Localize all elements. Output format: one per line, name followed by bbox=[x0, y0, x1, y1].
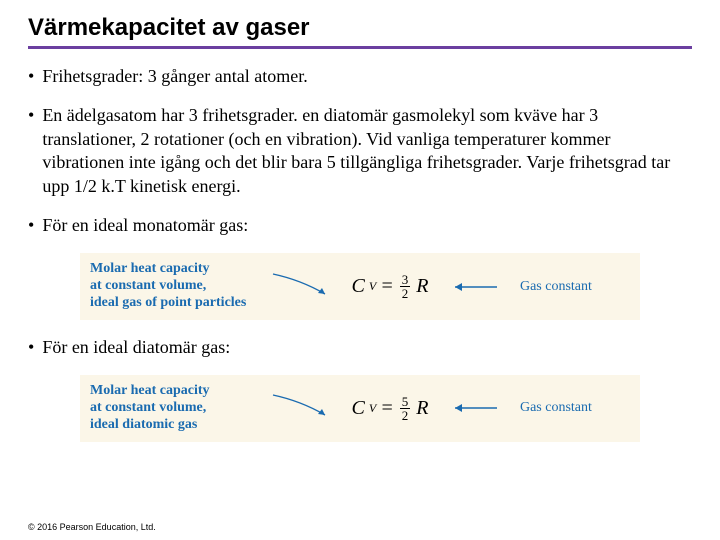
copyright-footer: © 2016 Pearson Education, Ltd. bbox=[28, 522, 156, 532]
caption-line: ideal gas of point particles bbox=[90, 295, 250, 312]
arrow-left-icon bbox=[271, 393, 331, 423]
frac-den: 2 bbox=[400, 287, 411, 300]
bullet-dot-icon: • bbox=[28, 336, 34, 359]
bullet-2: • En ädelgasatom har 3 frihetsgrader. en… bbox=[28, 104, 692, 198]
bullet-3: • För en ideal monatomär gas: bbox=[28, 214, 692, 237]
frac-num: 5 bbox=[400, 395, 411, 409]
formula-fraction: 32 bbox=[400, 273, 411, 300]
bullet-dot-icon: • bbox=[28, 65, 34, 88]
formula-monatomic: CV = 32 R bbox=[352, 273, 429, 300]
bullet-4: • För en ideal diatomär gas: bbox=[28, 336, 692, 359]
caption-left-1: Molar heat capacity at constant volume, … bbox=[90, 261, 250, 311]
caption-left-2: Molar heat capacity at constant volume, … bbox=[90, 383, 250, 433]
frac-num: 3 bbox=[400, 273, 411, 287]
frac-den: 2 bbox=[400, 409, 411, 422]
formula-r: R bbox=[416, 275, 428, 298]
formula-eq: = bbox=[380, 275, 394, 298]
formula-diagram-diatomic: Molar heat capacity at constant volume, … bbox=[80, 375, 640, 441]
bullet-dot-icon: • bbox=[28, 214, 34, 237]
bullet-1-text: Frihetsgrader: 3 gånger antal atomer. bbox=[42, 65, 307, 88]
caption-line: Molar heat capacity bbox=[90, 261, 250, 278]
formula-fraction: 52 bbox=[400, 395, 411, 422]
arrow-right-icon bbox=[449, 398, 499, 418]
bullet-1: • Frihetsgrader: 3 gånger antal atomer. bbox=[28, 65, 692, 88]
formula-diatomic: CV = 52 R bbox=[352, 395, 429, 422]
formula-eq: = bbox=[380, 397, 394, 420]
bullet-4-text: För en ideal diatomär gas: bbox=[42, 336, 230, 359]
arrow-left-icon bbox=[271, 272, 331, 302]
caption-right-2: Gas constant bbox=[520, 400, 630, 416]
formula-sub: V bbox=[369, 279, 376, 294]
formula-c: C bbox=[352, 397, 365, 420]
bullet-2-text: En ädelgasatom har 3 frihetsgrader. en d… bbox=[42, 104, 692, 198]
formula-r: R bbox=[416, 397, 428, 420]
caption-line: at constant volume, bbox=[90, 278, 250, 295]
bullet-dot-icon: • bbox=[28, 104, 34, 198]
arrow-right-icon bbox=[449, 277, 499, 297]
caption-line: Molar heat capacity bbox=[90, 383, 250, 400]
formula-diagram-monatomic: Molar heat capacity at constant volume, … bbox=[80, 253, 640, 319]
caption-line: at constant volume, bbox=[90, 400, 250, 417]
formula-sub: V bbox=[369, 401, 376, 416]
formula-c: C bbox=[352, 275, 365, 298]
slide-title: Värmekapacitet av gaser bbox=[28, 14, 692, 49]
caption-right-1: Gas constant bbox=[520, 279, 630, 295]
bullet-3-text: För en ideal monatomär gas: bbox=[42, 214, 248, 237]
caption-line: ideal diatomic gas bbox=[90, 417, 250, 434]
